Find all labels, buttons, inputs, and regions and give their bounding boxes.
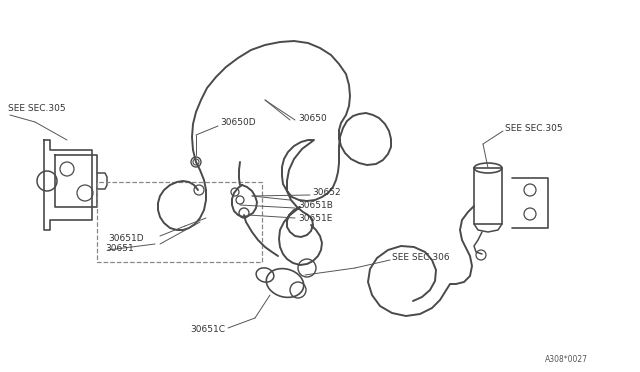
Text: 30651B: 30651B	[298, 201, 333, 209]
Text: 30651: 30651	[105, 244, 134, 253]
Text: 30650: 30650	[298, 113, 327, 122]
Text: 30652: 30652	[312, 187, 340, 196]
Text: 30651E: 30651E	[298, 214, 332, 222]
Text: SEE SEC.305: SEE SEC.305	[8, 103, 66, 112]
Text: A308*0027: A308*0027	[545, 356, 588, 365]
Text: 30651C: 30651C	[190, 326, 225, 334]
Text: SEE SEC.306: SEE SEC.306	[392, 253, 450, 263]
Text: 30651D: 30651D	[108, 234, 143, 243]
Text: 30650D: 30650D	[220, 118, 255, 126]
Text: SEE SEC.305: SEE SEC.305	[505, 124, 563, 132]
